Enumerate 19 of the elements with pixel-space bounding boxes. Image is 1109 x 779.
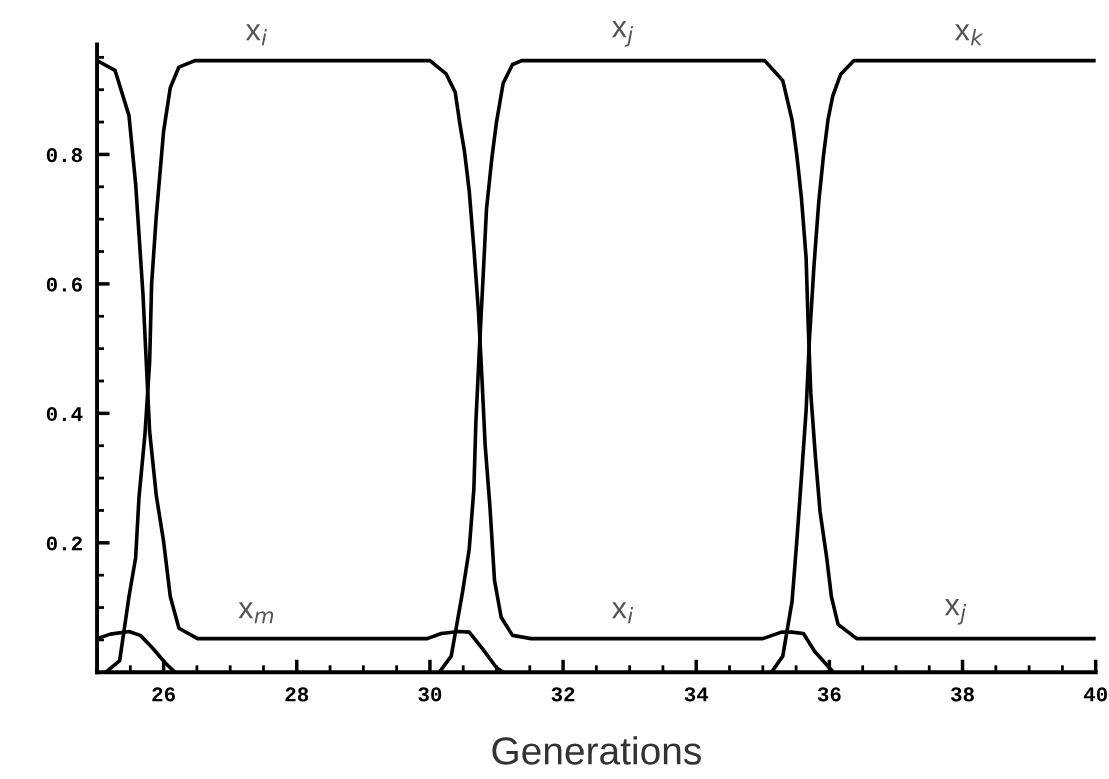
x-tick-label: 26 [152, 687, 175, 702]
x-tick-label: 36 [817, 687, 841, 702]
annotation: x$_{j}$ [612, 21, 634, 47]
y-tick-label: 0.4 [46, 406, 83, 422]
x-tick-label: 40 [1083, 687, 1107, 702]
x-tick-label: 28 [285, 687, 309, 702]
x-tick-label: 34 [684, 687, 709, 702]
annotation: x$_{i}$ [245, 24, 267, 46]
annotation: x$_{j}$ [944, 599, 967, 625]
y-tick-label: 0.6 [46, 277, 82, 292]
x-tick-label: 32 [551, 687, 575, 702]
x-tick-label: 30 [418, 687, 442, 702]
annotation: x$_{m}$ [238, 602, 274, 624]
x-tick-label: 38 [950, 687, 974, 702]
annotation: x$_{k}$ [955, 24, 984, 46]
x-axis-title: Generations [492, 736, 701, 765]
annotation: x$_{i}$ [612, 602, 634, 624]
y-tick-label: 0.2 [46, 536, 82, 551]
y-tick-label: 0.8 [46, 148, 83, 163]
